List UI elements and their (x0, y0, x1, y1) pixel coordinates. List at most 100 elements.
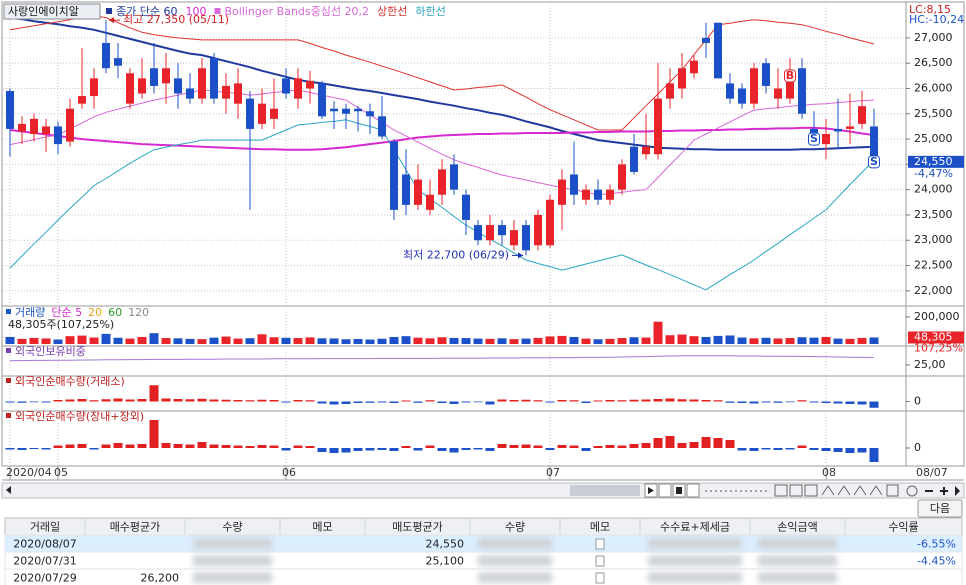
candle-body (522, 225, 530, 251)
y-tick-label: 23,000 (914, 233, 953, 246)
bar (389, 336, 399, 344)
bar (857, 448, 867, 453)
bar (497, 399, 507, 402)
scroll-left[interactable] (6, 486, 11, 494)
bar (545, 448, 555, 450)
bar (413, 337, 423, 344)
bar (629, 444, 639, 448)
bar (53, 445, 63, 448)
table-cell: 25,100 (426, 555, 465, 568)
candle-body (870, 126, 878, 162)
pane-title: 외국인순매수량(거래소) (15, 375, 125, 388)
table-cell: 2020/07/29 (13, 572, 76, 585)
candle-body (414, 179, 422, 205)
bar (821, 336, 831, 344)
bar (257, 334, 267, 344)
table-header: 수량 (505, 521, 525, 534)
legend-marker (6, 309, 11, 314)
candle-body (726, 83, 734, 99)
bar (725, 335, 735, 344)
annotation: 최저 22,700 (06/29) (403, 248, 509, 261)
candle-body (42, 126, 50, 135)
bar (557, 400, 567, 402)
bar (629, 399, 639, 402)
bar (413, 448, 423, 451)
bar (581, 448, 591, 451)
bar (233, 445, 243, 448)
legend-marker (106, 8, 112, 14)
bar (245, 338, 255, 344)
bar (41, 448, 51, 450)
bar (317, 448, 327, 452)
scroll-thumb[interactable] (570, 485, 640, 496)
bar (569, 400, 579, 402)
bar (809, 337, 819, 344)
signal-marker (808, 132, 820, 146)
bar (269, 445, 279, 448)
candle-body (666, 83, 674, 99)
bar (149, 333, 159, 344)
bar (101, 333, 111, 344)
bar (569, 336, 579, 344)
bar (389, 448, 399, 451)
candle-body (18, 123, 26, 132)
candle-body (270, 108, 278, 119)
next-button-label[interactable]: 다음 (930, 502, 950, 515)
bar (197, 339, 207, 344)
tool-icon[interactable] (906, 485, 918, 497)
scrollbar[interactable] (1, 482, 965, 499)
bar (545, 336, 555, 344)
next-button[interactable] (917, 499, 963, 518)
y-tick-label: 26,500 (914, 56, 953, 69)
masked-cell (478, 538, 552, 549)
bar (29, 401, 39, 403)
bar (365, 401, 375, 403)
bar (377, 448, 387, 450)
legend-marker (6, 348, 11, 353)
tool-icon[interactable] (853, 485, 867, 496)
bar (821, 401, 831, 403)
tool-button[interactable] (686, 483, 700, 498)
tool-icon[interactable] (804, 484, 818, 497)
bar (797, 337, 807, 344)
last-volume-box (908, 331, 964, 344)
memo-icon (595, 555, 605, 567)
bar (461, 338, 471, 344)
tool-icon[interactable] (789, 484, 803, 497)
bar (329, 448, 339, 453)
candle-body (750, 68, 758, 104)
y-tick-label: 25,500 (914, 107, 953, 120)
bar (737, 401, 747, 403)
legend-marker (6, 378, 11, 383)
candle-body (594, 189, 602, 200)
tool-icon[interactable] (821, 485, 835, 496)
masked-cell (758, 555, 837, 566)
bar (65, 444, 75, 448)
bar (473, 448, 483, 450)
bar (641, 443, 651, 448)
bar (665, 436, 675, 448)
legend-label: 100 (185, 5, 206, 18)
masked-cell (758, 572, 837, 583)
signal-marker (784, 69, 796, 83)
bar (125, 444, 135, 448)
tool-button[interactable] (658, 483, 672, 498)
bar (353, 448, 363, 451)
bar (17, 448, 27, 450)
tool-icon[interactable] (774, 484, 788, 497)
bar (113, 398, 123, 402)
candle-body (762, 63, 770, 86)
y-tick-label: 23,500 (914, 208, 953, 221)
scroll-right[interactable] (955, 486, 960, 496)
tool-icon[interactable] (837, 485, 851, 496)
bar (641, 337, 651, 344)
table-cell: 26,200 (141, 572, 180, 585)
tool-icon[interactable] (886, 484, 899, 497)
masked-cell (193, 555, 272, 566)
bar (29, 448, 39, 449)
masked-cell (648, 538, 742, 549)
tool-icon[interactable] (869, 485, 883, 496)
bar (749, 448, 759, 451)
candle-body (618, 164, 626, 190)
bar (509, 445, 519, 448)
